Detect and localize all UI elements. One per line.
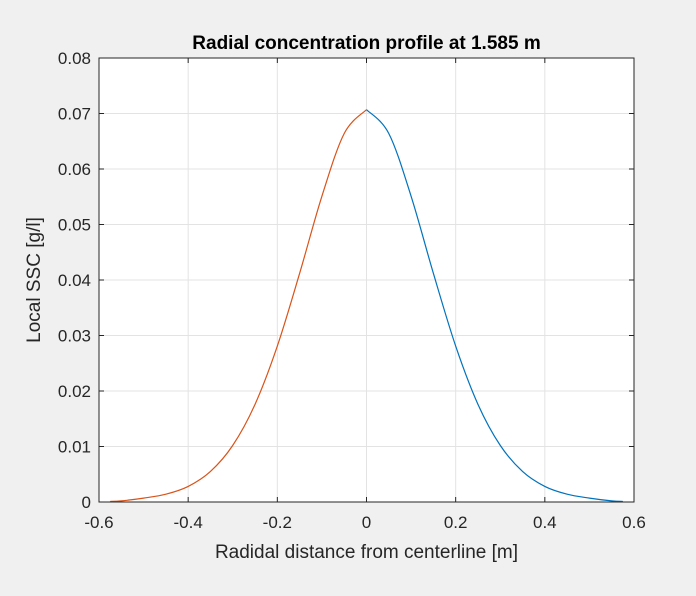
x-tick-label: -0.4 [174, 513, 203, 532]
y-tick-label: 0.06 [58, 160, 91, 179]
chart-title: Radial concentration profile at 1.585 m [192, 33, 540, 54]
x-tick-label: 0.6 [622, 513, 646, 532]
y-tick-label: 0.02 [58, 382, 91, 401]
x-tick-label: 0 [362, 513, 371, 532]
y-tick-label: 0.08 [58, 49, 91, 68]
x-tick-label: 0.2 [444, 513, 468, 532]
x-tick-label: -0.2 [263, 513, 292, 532]
series-line [366, 109, 623, 503]
x-axis-label: Radidal distance from centerline [m] [215, 542, 518, 563]
y-tick-label: 0.05 [58, 216, 91, 235]
y-tick-label: 0.03 [58, 327, 91, 346]
y-tick-label: 0.04 [58, 271, 91, 290]
y-tick-label: 0.07 [58, 105, 91, 124]
x-tick-label: -0.6 [84, 513, 113, 532]
series-line [110, 109, 367, 503]
grid-lines [99, 58, 634, 502]
y-tick-label: 0.01 [58, 438, 91, 457]
axis-ticks: -0.6 -0.4 -0.2 0 0.2 0.4 0.6 0 0.01 0.02 0.03 0.04 0… [58, 49, 646, 532]
series-lines [110, 109, 623, 503]
x-tick-label: 0.4 [533, 513, 557, 532]
y-tick-label: 0 [82, 493, 91, 512]
y-axis-label: Local SSC [g/l] [24, 217, 45, 343]
